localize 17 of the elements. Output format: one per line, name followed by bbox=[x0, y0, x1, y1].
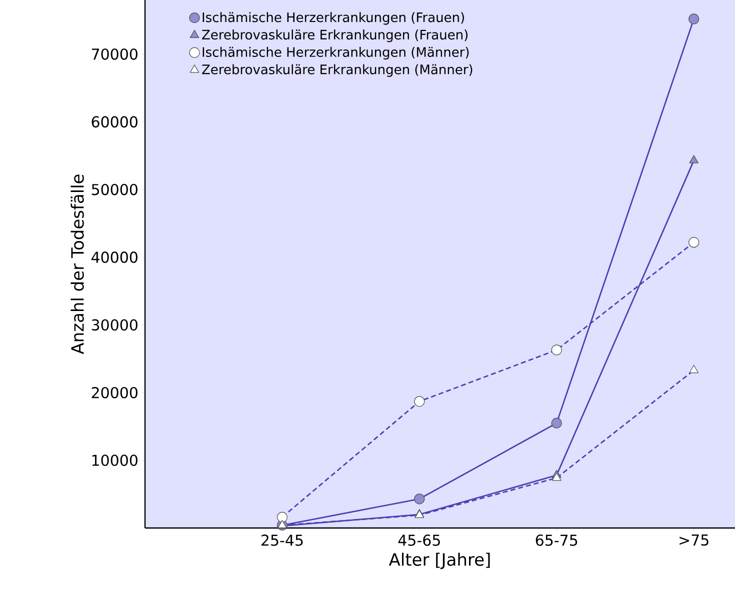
legend-label: Zerebrovaskuläre Erkrankungen (Männer) bbox=[202, 64, 472, 77]
y-tick-label: 50000 bbox=[92, 184, 138, 196]
y-tick-label: 40000 bbox=[91, 252, 138, 263]
legend-label: Zerebrovaskuläre Erkrankungen (Frauen) bbox=[202, 30, 468, 42]
x-tick-label: 65-75 bbox=[536, 534, 578, 546]
y-tick-label: 30000 bbox=[92, 319, 138, 331]
y-tick-label: 20000 bbox=[92, 386, 138, 398]
x-axis-title: Alter [Jahre] bbox=[388, 552, 490, 570]
legend-label: Ischämische Herzerkrankungen (Männer) bbox=[202, 46, 469, 60]
y-tick-label: 10000 bbox=[92, 454, 138, 466]
legend-label: Ischämische Herzerkrankungen (Frauen) bbox=[202, 12, 464, 25]
x-tick-label: >75 bbox=[680, 534, 708, 546]
x-tick-label: 45-65 bbox=[398, 534, 440, 546]
y-tick-label: 70000 bbox=[92, 48, 138, 60]
y-axis-title: Anzahl der Todesfälle bbox=[70, 174, 84, 354]
x-tick-label: 25-45 bbox=[262, 534, 303, 546]
y-tick-label: 60000 bbox=[92, 116, 138, 128]
